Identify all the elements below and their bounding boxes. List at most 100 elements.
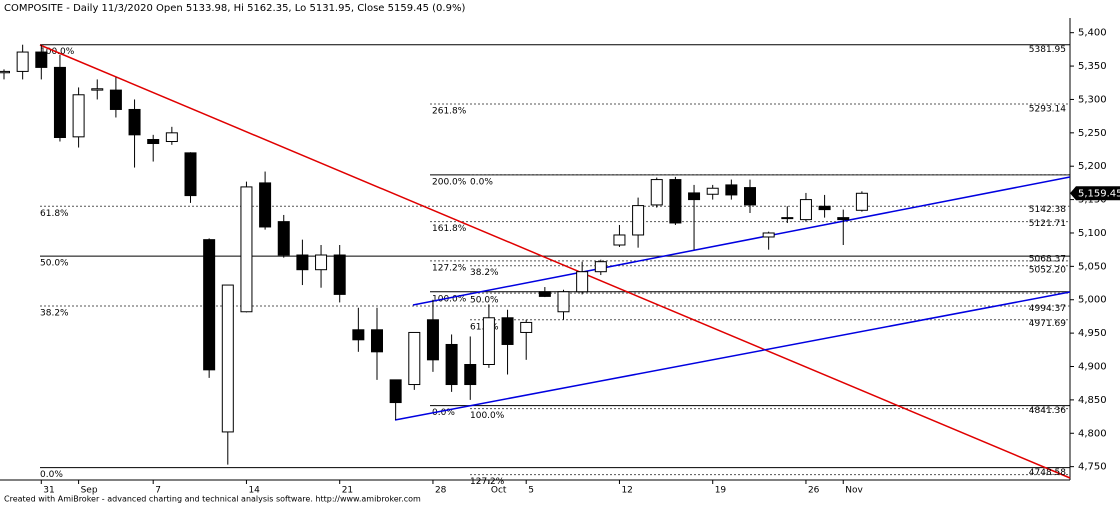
candle-body [333, 254, 346, 295]
candle-body [445, 343, 458, 386]
candle-body [184, 152, 197, 197]
candle-body [408, 331, 421, 386]
fib-label: 127.2% [432, 263, 467, 273]
candle-body [277, 221, 290, 256]
candle-body [128, 108, 141, 136]
last-price-label: 5,159.45 [1078, 188, 1120, 199]
chart-title: COMPOSITE - Daily 11/3/2020 Open 5133.98… [4, 3, 465, 14]
candle-body [725, 184, 738, 196]
candle-body [165, 132, 178, 143]
last-price-tag [1070, 186, 1120, 201]
y-tick-label: 4,800 [1078, 428, 1107, 439]
candle-body [203, 239, 216, 371]
y-tick-label: 5,050 [1078, 261, 1107, 272]
candle-body [744, 187, 756, 206]
price-label: 4994.37 [1029, 304, 1066, 314]
candle-body [557, 291, 570, 313]
candle-body [371, 329, 383, 353]
y-tick-label: 5,000 [1078, 295, 1107, 306]
fib-label: 0.0% [432, 408, 455, 418]
y-tick-label: 5,300 [1078, 94, 1107, 105]
fib-label: 50.0% [40, 259, 69, 269]
fib-label: 61.8% [40, 209, 69, 219]
fib-label: 0.0% [40, 470, 63, 480]
y-tick-label: 4,950 [1078, 328, 1107, 339]
fib-label: 38.2% [40, 309, 69, 319]
fib-label: 100.0% [470, 411, 505, 421]
price-label: 4971.69 [1029, 319, 1066, 329]
y-tick-label: 5,350 [1078, 61, 1107, 72]
x-tick-label: 28 [435, 486, 447, 496]
price-label: 4841.36 [1029, 406, 1066, 416]
price-label: 5293.14 [1029, 105, 1066, 115]
candle-body [482, 317, 495, 366]
x-tick-label: 12 [621, 486, 632, 496]
x-tick-label: 14 [248, 486, 260, 496]
fib-label: 0.0% [470, 177, 493, 187]
y-tick-label: 4,850 [1078, 395, 1107, 406]
trend-line [412, 176, 1071, 306]
candle-body [0, 70, 10, 74]
price-label: 5068.37 [1029, 255, 1066, 265]
candle-body [91, 88, 104, 91]
y-tick-label: 5,100 [1078, 228, 1107, 239]
candle-body [109, 89, 122, 110]
x-tick-label: 19 [715, 486, 727, 496]
candle-body [259, 182, 272, 228]
x-tick-label: Oct [491, 486, 507, 496]
candle-body [781, 217, 794, 220]
candle-body [426, 319, 439, 361]
y-tick-label: 4,900 [1078, 362, 1107, 373]
fib-label: 127.2% [470, 477, 505, 487]
candle-body [315, 254, 328, 271]
price-label: 5142.38 [1029, 205, 1066, 215]
y-tick-label: 5,200 [1078, 161, 1107, 172]
x-tick-label: 7 [155, 486, 161, 496]
trend-line [394, 291, 1071, 421]
candle-body [352, 329, 365, 341]
candle-body [688, 192, 701, 201]
x-tick-label: Sep [81, 486, 98, 496]
candle-body [706, 187, 719, 195]
fib-label: 261.8% [432, 107, 467, 117]
candle-body [613, 234, 626, 246]
price-label: 5121.71 [1029, 219, 1066, 229]
price-label: 4748.58 [1029, 468, 1066, 478]
fib-label: 100.0% [432, 294, 467, 304]
candle-body [538, 291, 551, 297]
candle-body [799, 199, 812, 221]
x-tick-label: 5 [528, 486, 534, 496]
candle-body [855, 192, 868, 211]
candle-body [296, 254, 309, 271]
x-tick-label: 21 [342, 486, 353, 496]
candle-body [837, 217, 850, 221]
x-tick-label: Nov [845, 486, 863, 496]
candle-body [650, 179, 663, 206]
candle-body [818, 205, 831, 211]
fib-label: 50.0% [470, 296, 499, 306]
candle-body [16, 51, 29, 72]
trend-line [39, 44, 1071, 479]
footer: Created with AmiBroker - advanced charti… [4, 495, 421, 504]
candle-body [669, 179, 682, 224]
x-tick-label: 31 [43, 486, 54, 496]
fib-label: 200.0% [432, 177, 467, 187]
x-tick-label: 26 [808, 486, 820, 496]
candle-body [72, 94, 85, 138]
candle-body [464, 364, 477, 386]
fib-label: 38.2% [470, 268, 499, 278]
price-label: 5381.95 [1029, 45, 1066, 55]
candle-body [147, 139, 160, 145]
fib-label: 161.8% [432, 224, 467, 234]
candle-body [35, 51, 48, 68]
y-tick-label: 5,400 [1078, 28, 1107, 39]
candle-body [594, 261, 607, 273]
candle-body [221, 284, 234, 433]
candle-body [632, 205, 645, 236]
candle-body [501, 317, 514, 345]
y-tick-label: 4,750 [1078, 462, 1107, 473]
candle-body [389, 379, 402, 404]
candle-body [576, 271, 589, 293]
